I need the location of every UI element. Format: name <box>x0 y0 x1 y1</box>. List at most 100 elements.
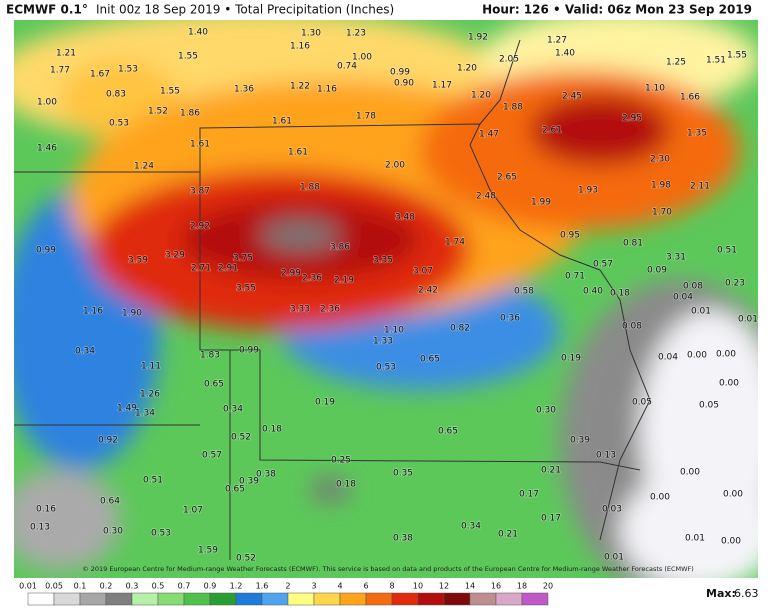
legend-tick-label: 2 <box>285 582 290 591</box>
legend-tick-label: 4 <box>337 582 342 591</box>
legend-swatch <box>131 592 159 606</box>
precip-label: 0.21 <box>541 466 561 476</box>
precip-label: 0.34 <box>75 347 95 357</box>
precip-label: 1.21 <box>56 49 76 59</box>
precip-label: 0.08 <box>683 282 703 292</box>
precip-label: 0.65 <box>204 380 224 390</box>
precip-label: 0.39 <box>570 436 590 446</box>
precip-label: 0.18 <box>262 425 282 435</box>
legend-swatch <box>521 592 549 606</box>
precip-label: 1.55 <box>160 87 180 97</box>
precip-label: 1.53 <box>118 65 138 75</box>
precip-label: 1.24 <box>134 162 154 172</box>
legend-tick-label: 8 <box>389 582 394 591</box>
precip-label: 1.36 <box>234 85 254 95</box>
precip-label: 0.58 <box>514 287 534 297</box>
precip-label: 1.92 <box>468 33 488 43</box>
legend-tick-label: 0.9 <box>204 582 217 591</box>
precip-label: 1.25 <box>666 58 686 68</box>
precip-label: 0.13 <box>596 451 616 461</box>
precip-label: 3.75 <box>233 254 253 264</box>
precip-label: 0.40 <box>583 287 603 297</box>
precip-label: 1.35 <box>687 129 707 139</box>
precip-label: 3.33 <box>290 305 310 315</box>
precip-label: 1.77 <box>50 66 70 76</box>
legend-tick-label: 20 <box>543 582 553 591</box>
precip-label: 0.01 <box>738 315 758 325</box>
precip-label: 0.64 <box>100 497 120 507</box>
precip-label: 1.16 <box>83 307 103 317</box>
precip-label: 1.10 <box>384 326 404 336</box>
precip-label: 0.99 <box>36 246 56 256</box>
legend-swatch <box>391 592 419 606</box>
legend-swatch <box>79 592 107 606</box>
legend-swatch <box>495 592 523 606</box>
precip-label: 3.31 <box>666 253 686 263</box>
legend-tick-label: 1.6 <box>256 582 269 591</box>
legend-tick-label: 18 <box>517 582 527 591</box>
precip-label: 2.36 <box>302 274 322 284</box>
precip-label: 0.57 <box>593 260 613 270</box>
precip-label: 0.23 <box>725 279 745 289</box>
legend-swatch <box>417 592 445 606</box>
precip-label: 0.00 <box>687 351 707 361</box>
precip-label: 0.57 <box>202 451 222 461</box>
precip-label: 0.36 <box>500 314 520 324</box>
precip-label: 1.66 <box>680 93 700 103</box>
legend-tick-label: 16 <box>491 582 501 591</box>
precip-label: 0.01 <box>685 534 705 544</box>
precip-label: 1.55 <box>178 52 198 62</box>
precip-label: 0.03 <box>602 505 622 515</box>
precip-label: 0.71 <box>565 272 585 282</box>
precip-label: 0.04 <box>658 353 678 363</box>
precip-label: 0.30 <box>103 527 123 537</box>
precip-label: 0.53 <box>376 363 396 373</box>
legend-tick-label: 0.1 <box>74 582 87 591</box>
precip-label: 0.65 <box>225 485 245 495</box>
precip-label: 2.91 <box>218 264 238 274</box>
precip-label: 2.92 <box>190 222 210 232</box>
precip-label: 1.20 <box>471 91 491 101</box>
legend-swatch <box>443 592 471 606</box>
legend-swatch <box>105 592 133 606</box>
precip-label: 2.71 <box>191 264 211 274</box>
precip-label: 3.35 <box>373 256 393 266</box>
precip-label: 0.34 <box>223 405 243 415</box>
precip-label: 1.74 <box>445 238 465 248</box>
precip-label: 1.90 <box>122 309 142 319</box>
precip-label: 0.00 <box>650 493 670 503</box>
precip-label: 0.01 <box>604 553 624 563</box>
precip-label: 0.52 <box>231 433 251 443</box>
precip-label: 1.88 <box>300 183 320 193</box>
precip-label: 0.53 <box>151 529 171 539</box>
precip-label: 0.19 <box>315 398 335 408</box>
legend-swatch <box>365 592 393 606</box>
legend-tick-label: 0.7 <box>178 582 191 591</box>
precip-label: 1.98 <box>651 181 671 191</box>
precip-label: 3.07 <box>413 267 433 277</box>
legend-swatch <box>53 592 81 606</box>
precip-label: 0.01 <box>691 307 711 317</box>
precip-label: 0.00 <box>680 468 700 478</box>
legend-tick-label: 3 <box>311 582 316 591</box>
precip-label: 1.70 <box>652 208 672 218</box>
precip-label: 2.61 <box>542 126 562 136</box>
precip-label: 1.16 <box>290 42 310 52</box>
precip-label: 0.05 <box>699 401 719 411</box>
max-label: Max: <box>706 587 736 600</box>
precip-label: 0.90 <box>394 79 414 89</box>
precip-label: 2.30 <box>650 155 670 165</box>
precip-label: 1.78 <box>356 112 376 122</box>
precip-label: 0.30 <box>536 406 556 416</box>
legend-tick-label: 10 <box>413 582 423 591</box>
precip-label: 1.86 <box>180 109 200 119</box>
valid-text: Hour: 126 • Valid: 06z Mon 23 Sep 2019 <box>482 3 752 17</box>
precip-label: 1.99 <box>531 198 551 208</box>
legend-swatch <box>27 592 55 606</box>
legend-tick-label: 0.2 <box>100 582 113 591</box>
precip-label: 0.82 <box>450 324 470 334</box>
precip-label: 0.35 <box>393 469 413 479</box>
precip-label: 0.00 <box>719 379 739 389</box>
legend-swatch <box>157 592 185 606</box>
